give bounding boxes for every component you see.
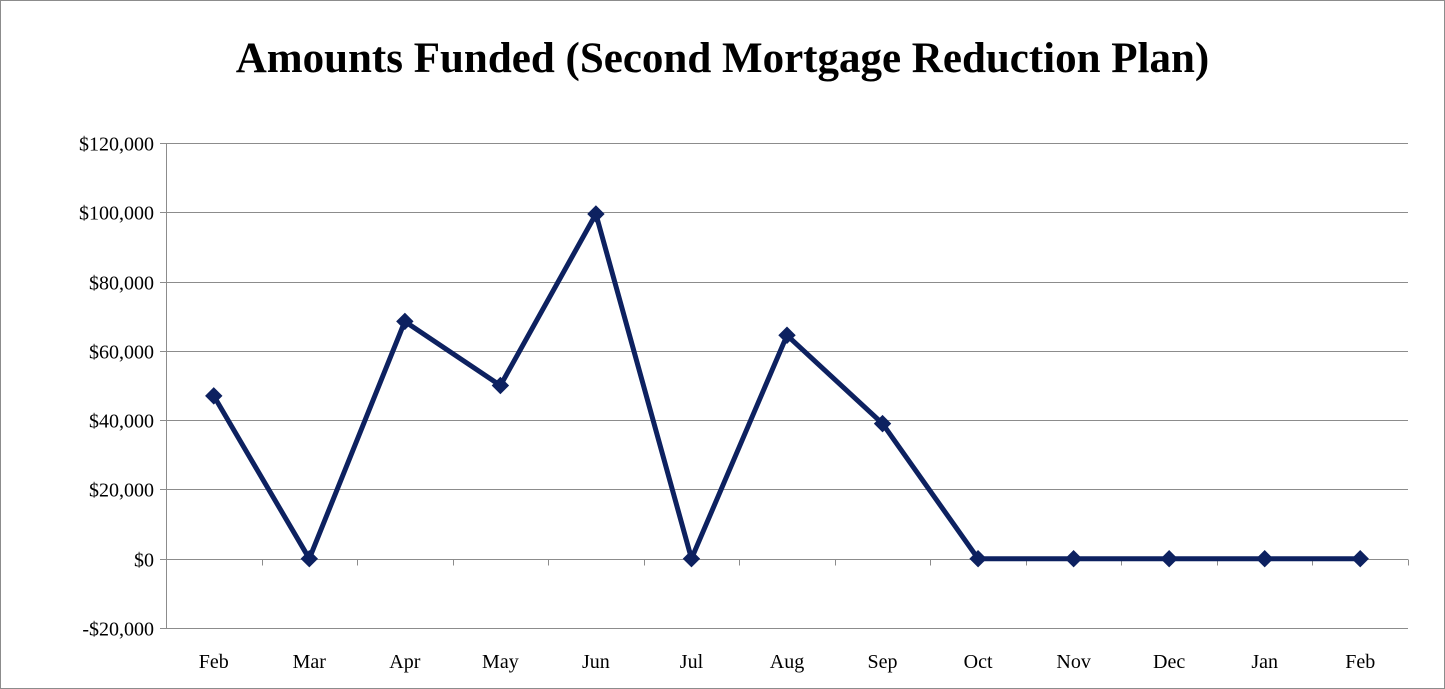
y-tick-label: $120,000 [79,134,154,156]
data-point-marker [396,312,414,331]
data-point-marker [587,205,605,223]
y-tick-label: $80,000 [89,273,154,295]
x-tick-label: Aug [770,651,804,673]
markers [205,205,1369,568]
y-tick-labels: -$20,000 $0 $20,000 $40,000 $60,000 $80,000 $1… [79,134,154,641]
data-point-marker [1160,550,1178,568]
x-tick-label: Jul [680,651,704,673]
gridlines [166,143,1408,629]
x-tick-label: Sep [868,651,898,673]
data-point-marker [873,414,892,433]
y-tick-label: $0 [134,550,154,572]
y-tick-label: $100,000 [79,203,154,225]
data-point-marker [1064,550,1083,568]
x-tick-label: Feb [1345,651,1375,673]
chart-title: Amounts Funded (Second Mortgage Reductio… [235,35,1210,82]
data-point-marker [778,326,796,344]
data-point-marker [205,387,223,405]
x-tick-label: Jun [582,651,610,673]
data-point-marker [969,550,987,568]
y-tick-label: $20,000 [89,480,154,502]
x-tick-label: May [482,651,519,673]
data-point-marker [491,376,510,395]
y-tick-label: $60,000 [89,342,154,364]
data-point-marker [1351,550,1369,568]
x-tick-label: Feb [199,651,229,673]
axes [160,143,1409,629]
x-tick-label: Nov [1056,651,1090,673]
series-line [211,211,1363,562]
series [211,211,1363,562]
x-tick-label: Dec [1153,651,1185,673]
data-point-marker [682,550,701,568]
data-point-marker [300,550,319,568]
y-tick-label: $40,000 [89,411,154,433]
x-tick-label: Mar [293,651,327,673]
data-point-marker [1255,550,1274,568]
x-tick-label: Apr [389,651,420,673]
y-tick-label: -$20,000 [82,619,154,641]
x-tick-label: Oct [964,651,993,673]
x-tick-labels: Feb Mar Apr May Jun Jul Aug Sep Oct Nov Dec Jan Feb [199,651,1375,673]
x-tick-label: Jan [1251,651,1278,673]
